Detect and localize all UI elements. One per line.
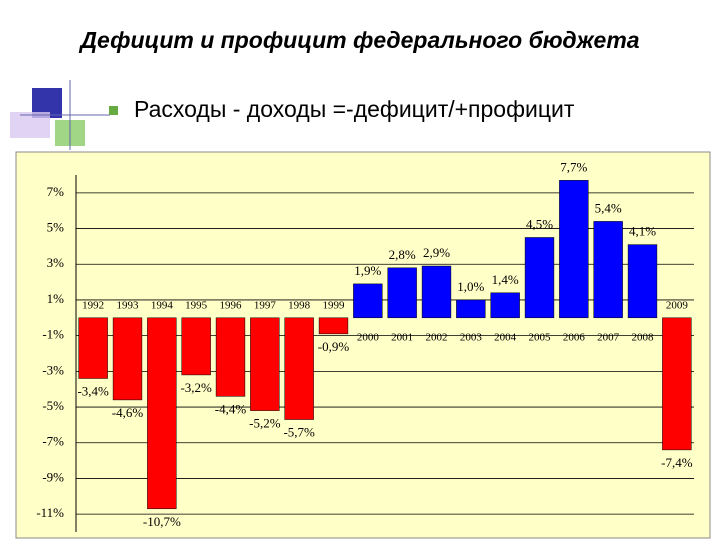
y-tick-label: -3% (42, 362, 64, 377)
y-tick-label: -11% (36, 505, 64, 520)
x-tick-label: 2000 (357, 331, 380, 343)
bar (593, 221, 623, 319)
value-label: -4,4% (215, 401, 247, 416)
decor (10, 112, 50, 138)
value-label: 1,9% (354, 263, 381, 278)
value-label: 1,0% (457, 279, 484, 294)
y-tick-label: -1% (42, 327, 64, 342)
x-tick-label: 2002 (426, 331, 448, 343)
bar (181, 317, 211, 376)
value-label: -10,7% (143, 514, 181, 529)
value-label: -5,7% (283, 425, 315, 440)
bar (524, 237, 555, 319)
y-tick-label: -7% (42, 434, 64, 449)
x-tick-label: 1996 (220, 299, 243, 311)
bar (284, 317, 314, 420)
y-tick-label: 1% (47, 291, 65, 306)
x-tick-label: 1997 (254, 299, 277, 311)
value-label: 1,4% (492, 272, 519, 287)
value-label: -3,2% (180, 380, 212, 395)
bar (78, 317, 108, 379)
x-tick-label: 1993 (117, 299, 140, 311)
value-label: 5,4% (595, 200, 622, 215)
bar (215, 317, 246, 397)
x-tick-label: 1999 (323, 299, 346, 311)
x-tick-label: 2008 (632, 331, 655, 343)
value-label: -0,9% (318, 339, 350, 354)
x-tick-label: 2004 (494, 331, 517, 343)
y-tick-label: 7% (47, 184, 65, 199)
bar (627, 244, 658, 319)
x-tick-label: 2003 (460, 331, 483, 343)
bar (387, 267, 417, 319)
x-tick-label: 2006 (563, 331, 586, 343)
y-tick-label: -9% (42, 469, 64, 484)
bar (147, 317, 177, 510)
bar (353, 283, 383, 319)
value-label: 2,8% (389, 247, 416, 262)
bar (421, 265, 452, 319)
y-tick-label: 5% (47, 220, 65, 235)
bar (112, 317, 143, 401)
bullet (109, 106, 118, 115)
bar (250, 317, 280, 411)
bar (662, 317, 692, 451)
x-tick-label: 1994 (151, 299, 174, 311)
value-label: -3,4% (77, 383, 109, 398)
y-tick-label: -5% (42, 398, 64, 413)
value-label: 4,1% (629, 224, 656, 239)
value-label: 4,5% (526, 216, 553, 231)
x-tick-label: 2009 (666, 299, 689, 311)
x-tick-label: 1998 (288, 299, 311, 311)
title: Дефицит и профицит федерального бюджета (78, 27, 639, 53)
value-label: 2,9% (423, 245, 450, 260)
x-tick-label: 1995 (185, 299, 208, 311)
y-tick-label: 3% (47, 255, 65, 270)
bar (456, 299, 486, 319)
subtitle: Расходы - доходы =-дефицит/+профицит (134, 96, 575, 122)
value-label: -7,4% (661, 455, 693, 470)
bar (490, 292, 520, 319)
value-label: -4,6% (112, 405, 144, 420)
bar (559, 180, 589, 319)
value-label: 7,7% (560, 159, 587, 174)
bar (318, 317, 349, 335)
x-tick-label: 1992 (82, 299, 104, 311)
x-tick-label: 2005 (529, 331, 552, 343)
x-tick-label: 2007 (597, 331, 620, 343)
x-tick-label: 2001 (391, 331, 413, 343)
value-label: -5,2% (249, 416, 281, 431)
